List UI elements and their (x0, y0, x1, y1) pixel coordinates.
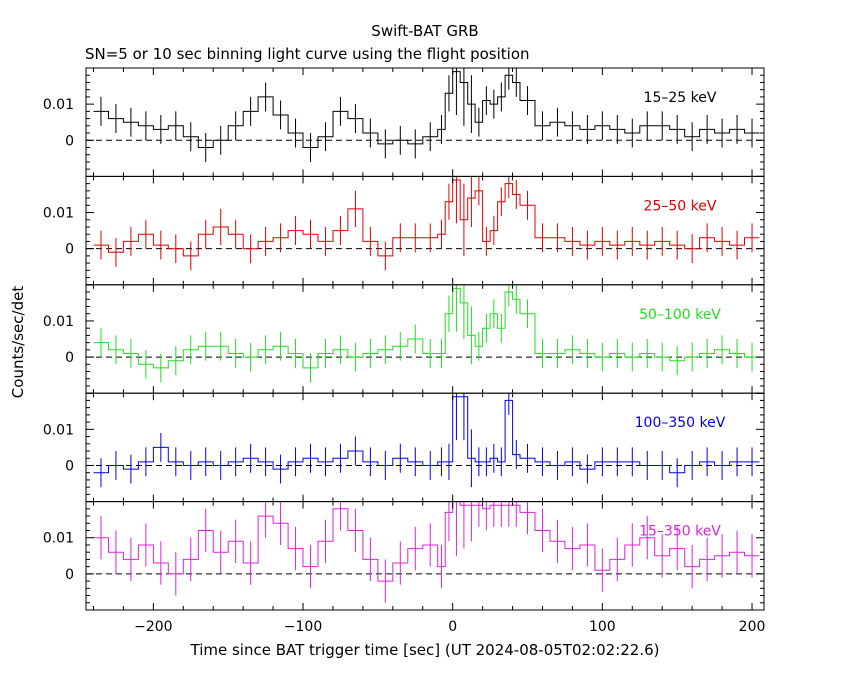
panel-frame (85, 284, 765, 394)
panel-15-25-kev: 0 0.01 15–25 keV (43, 67, 765, 177)
panel-frame (85, 501, 765, 611)
series-15-25-kev (93, 68, 760, 162)
x-tick-label: 100 (589, 619, 616, 635)
panel-frame (85, 392, 765, 503)
series-line (93, 501, 760, 582)
x-tick-label: 0 (448, 619, 457, 635)
series-15-350-kev (93, 501, 760, 603)
band-label: 25–50 keV (644, 198, 717, 214)
y-tick-label: 0.01 (43, 531, 74, 547)
chart-subtitle: SN=5 or 10 sec binning light curve using… (85, 45, 530, 63)
panel-25-50-kev: 0 0.01 25–50 keV (43, 175, 765, 286)
series-100-350-kev (93, 393, 760, 488)
series-line (93, 287, 760, 369)
series-line (93, 71, 760, 148)
x-tick-label: −100 (284, 619, 322, 635)
y-tick-label: 0 (65, 567, 74, 583)
band-label: 50–100 keV (639, 307, 721, 323)
series-50-100-kev (93, 284, 760, 383)
band-label: 100–350 keV (635, 415, 726, 431)
x-tick-label: −200 (134, 619, 172, 635)
y-tick-label: 0 (65, 458, 74, 474)
series-line (93, 396, 760, 474)
x-axis-label: Time since BAT trigger time [sec] (UT 20… (190, 641, 660, 659)
panels-group: 0 0.01 15–25 keV 0 0.01 25–50 keV 0 0.01 50–100 … (43, 67, 766, 635)
y-tick-label: 0 (65, 133, 74, 149)
y-tick-label: 0.01 (43, 97, 74, 113)
y-tick-label: 0.01 (43, 422, 74, 438)
panel-15-350-kev: 0 0.01 15–350 keV (43, 501, 765, 611)
x-tick-label: 200 (739, 619, 766, 635)
y-tick-label: 0.01 (43, 206, 74, 222)
chart-title: Swift-BAT GRB (371, 22, 478, 40)
band-label: 15–25 keV (644, 90, 717, 106)
panel-100-350-kev: 0 0.01 100–350 keV (43, 392, 765, 503)
y-axis-label: Counts/sec/det (9, 286, 27, 399)
band-label: 15–350 keV (639, 524, 721, 540)
panel-50-100-kev: 0 0.01 50–100 keV (43, 284, 765, 394)
series-line (93, 179, 760, 257)
y-tick-label: 0.01 (43, 314, 74, 330)
y-tick-label: 0 (65, 242, 74, 258)
y-tick-label: 0 (65, 350, 74, 366)
